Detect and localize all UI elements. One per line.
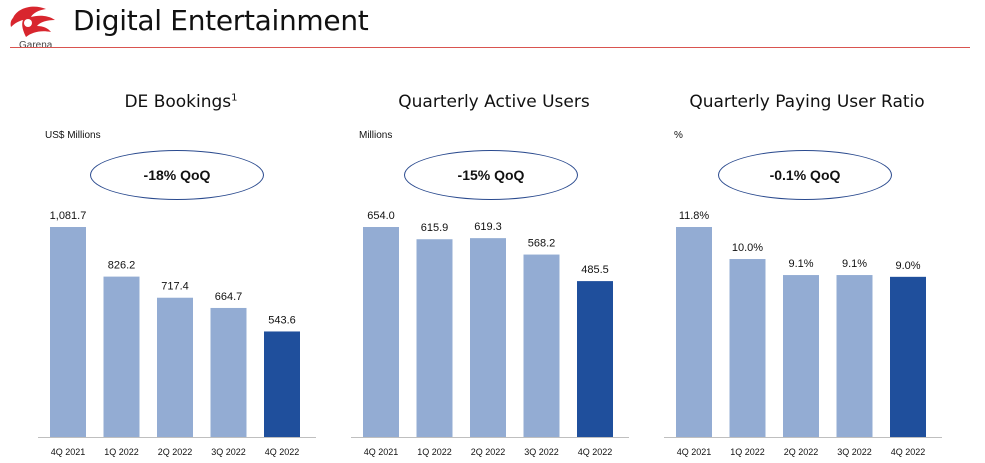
data-label: 9.1% bbox=[788, 258, 813, 270]
data-label: 1,081.7 bbox=[50, 210, 87, 222]
data-label: 568.2 bbox=[528, 238, 556, 250]
data-label: 619.3 bbox=[474, 221, 502, 233]
data-label: 9.0% bbox=[895, 260, 920, 272]
bar bbox=[103, 276, 140, 437]
header-divider bbox=[10, 47, 970, 48]
bar bbox=[416, 239, 453, 437]
x-tick-label: 4Q 2021 bbox=[677, 447, 712, 457]
unit-label: US$ Millions bbox=[45, 130, 101, 141]
x-tick-label: 1Q 2022 bbox=[730, 447, 765, 457]
data-label: 664.7 bbox=[215, 291, 243, 303]
bar bbox=[577, 281, 613, 437]
bar-chart: 11.8% 4Q 2021 10.0% 1Q 2022 9.1% 2Q 2022 9.1% 3… bbox=[664, 210, 942, 457]
garena-dragon-icon bbox=[10, 6, 55, 37]
x-tick-label: 3Q 2022 bbox=[211, 447, 246, 457]
bar-chart: 654.0 4Q 2021 615.9 1Q 2022 619.3 2Q 2022 568.… bbox=[351, 210, 629, 457]
chart-panel-de-bookings: DE Bookings1 US$ Millions -18% QoQ 1,081… bbox=[26, 0, 336, 463]
page-title: Digital Entertainment bbox=[73, 4, 369, 37]
qoq-badge: -18% QoQ bbox=[90, 150, 264, 200]
x-tick-label: 1Q 2022 bbox=[104, 447, 139, 457]
bar-chart: 1,081.7 4Q 2021 826.2 1Q 2022 717.4 2Q 2022 66… bbox=[38, 210, 316, 457]
data-label: 615.9 bbox=[421, 222, 449, 234]
bar bbox=[836, 275, 873, 437]
chart-title-footnote: 1 bbox=[231, 92, 238, 104]
data-label: 543.6 bbox=[268, 314, 296, 326]
bar bbox=[729, 259, 766, 437]
chart-title: Quarterly Paying User Ratio bbox=[689, 92, 925, 112]
data-label: 485.5 bbox=[581, 264, 609, 276]
chart-panel-paying-user-ratio: Quarterly Paying User Ratio % -0.1% QoQ … bbox=[652, 0, 962, 463]
bar bbox=[363, 227, 399, 437]
x-tick-label: 4Q 2022 bbox=[265, 447, 300, 457]
logo-text: Garena bbox=[19, 40, 53, 51]
bar bbox=[890, 276, 926, 437]
data-label: 10.0% bbox=[732, 242, 763, 254]
bar bbox=[523, 254, 560, 437]
garena-logo: Garena bbox=[8, 4, 64, 51]
data-label: 654.0 bbox=[367, 210, 395, 222]
data-label: 826.2 bbox=[108, 260, 136, 272]
x-tick-label: 2Q 2022 bbox=[471, 447, 506, 457]
bar bbox=[783, 275, 819, 437]
x-tick-label: 3Q 2022 bbox=[837, 447, 872, 457]
bar bbox=[50, 227, 86, 437]
bar bbox=[210, 307, 247, 437]
qoq-badge: -0.1% QoQ bbox=[718, 150, 892, 200]
unit-label: Millions bbox=[359, 130, 393, 141]
x-tick-label: 4Q 2021 bbox=[51, 447, 86, 457]
x-tick-label: 2Q 2022 bbox=[784, 447, 819, 457]
data-label: 717.4 bbox=[161, 281, 189, 293]
chart-title-text: DE Bookings bbox=[124, 92, 232, 112]
qoq-badge: -15% QoQ bbox=[404, 150, 578, 200]
chart-panel-quarterly-active-users: Quarterly Active Users Millions -15% QoQ… bbox=[339, 0, 649, 463]
chart-title: DE Bookings1 bbox=[26, 92, 336, 112]
x-tick-label: 2Q 2022 bbox=[158, 447, 193, 457]
chart-title: Quarterly Active Users bbox=[398, 92, 590, 112]
data-label: 9.1% bbox=[842, 258, 867, 270]
unit-label: % bbox=[674, 130, 683, 141]
x-tick-label: 4Q 2021 bbox=[364, 447, 399, 457]
bar bbox=[264, 331, 300, 437]
bar bbox=[676, 227, 712, 437]
bar bbox=[470, 238, 506, 437]
x-tick-label: 4Q 2022 bbox=[891, 447, 926, 457]
x-tick-label: 3Q 2022 bbox=[524, 447, 559, 457]
bar bbox=[157, 297, 193, 437]
data-label: 11.8% bbox=[679, 210, 710, 222]
x-tick-label: 1Q 2022 bbox=[417, 447, 452, 457]
x-tick-label: 4Q 2022 bbox=[578, 447, 613, 457]
